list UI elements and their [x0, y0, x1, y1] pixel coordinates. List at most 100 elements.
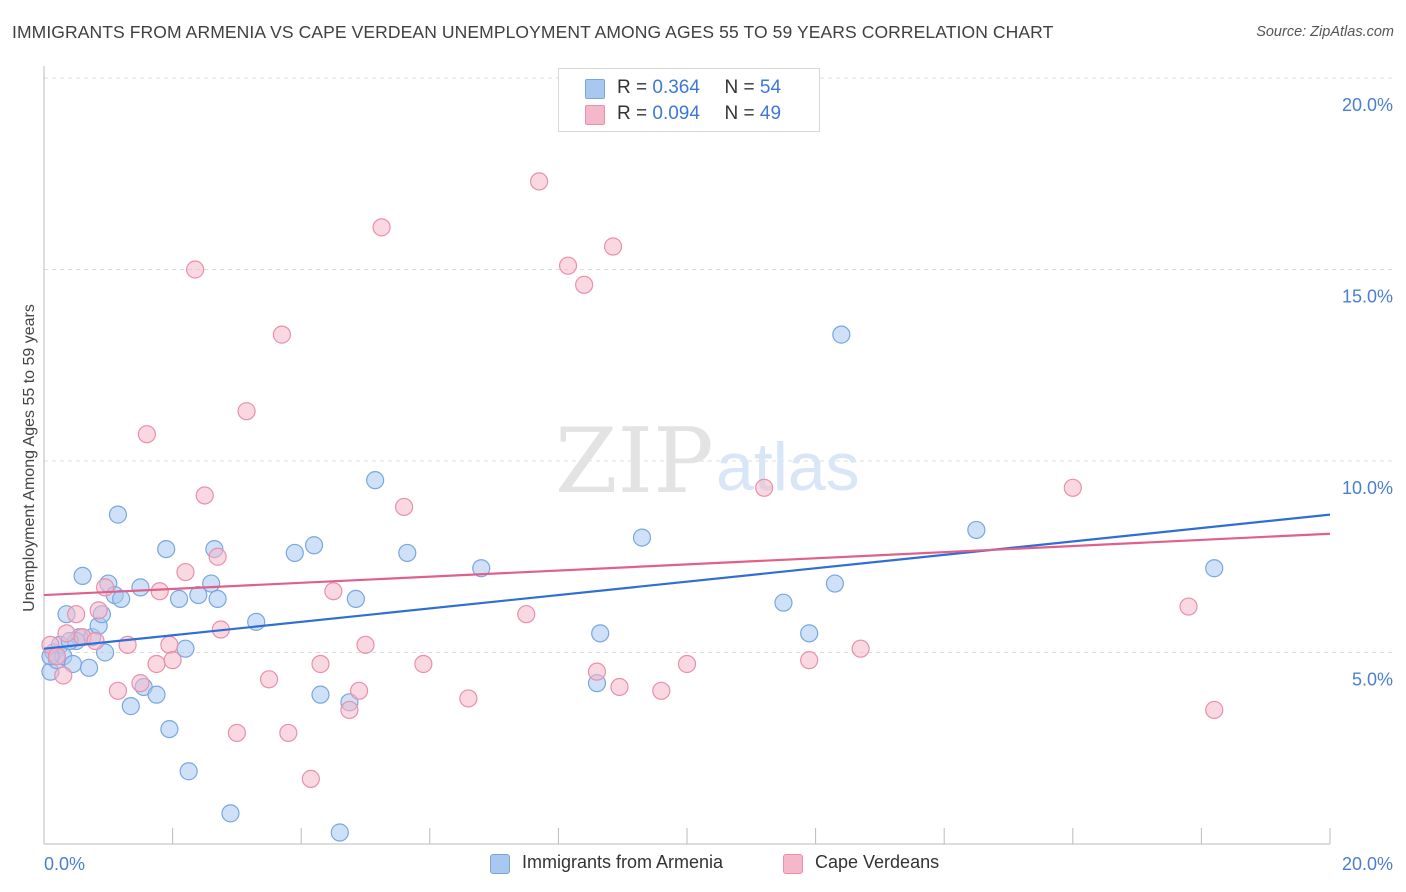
- cape-verdean-point: [259, 670, 279, 689]
- cape-verdean-point: [67, 605, 86, 624]
- cape-verdean-point: [340, 700, 359, 720]
- armenia-point: [398, 543, 417, 563]
- cape-verdean-point: [1179, 597, 1198, 616]
- armenia-point: [346, 589, 365, 608]
- cape-verdean-point: [279, 723, 298, 743]
- cape-verdean-point: [603, 237, 623, 256]
- cape-verdean-point: [311, 654, 330, 674]
- armenia-point: [1205, 559, 1224, 578]
- armenia-point: [108, 505, 128, 524]
- armenia-point: [967, 520, 986, 540]
- watermark-zip: ZIP: [555, 409, 714, 514]
- cape-verdean-point: [1063, 478, 1082, 497]
- cape-verdean-trend-line: [43, 532, 1331, 597]
- armenia-legend-swatch: [490, 854, 510, 874]
- cape-verdean-point: [459, 689, 478, 708]
- cape-verdean-point: [86, 631, 105, 651]
- cape-verdean-point: [755, 478, 774, 497]
- source-label: Source: ZipAtlas.com: [1256, 24, 1394, 40]
- armenia-trend-line: [43, 513, 1331, 650]
- armenia-point: [304, 536, 324, 555]
- stats-legend: R = 0.364 N = 54 R = 0.094 N = 49: [558, 68, 820, 132]
- armenia-point: [330, 823, 349, 842]
- armenia-point: [160, 719, 179, 739]
- cape-verdean-point: [414, 654, 433, 674]
- cape-verdean-point: [160, 635, 179, 654]
- armenia-point: [121, 697, 140, 716]
- chart-title: IMMIGRANTS FROM ARMENIA VS CAPE VERDEAN …: [12, 22, 1054, 42]
- armenia-point: [202, 574, 221, 593]
- cape-verdean-point: [131, 674, 150, 693]
- cape-verdean-point: [237, 402, 256, 421]
- cape-verdean-point: [372, 218, 391, 237]
- y-tick-label: 10.0%: [1342, 478, 1393, 498]
- armenia-point: [800, 624, 819, 643]
- cape-verdean-point: [272, 325, 292, 344]
- armenia-point: [169, 589, 189, 608]
- armenia-point: [73, 566, 92, 586]
- watermark-atlas: atlas: [716, 429, 860, 505]
- cape-verdeans-legend-swatch: [783, 854, 803, 874]
- cape-verdean-point: [137, 425, 156, 444]
- y-tick-label: 5.0%: [1352, 670, 1393, 690]
- r-label: R =: [617, 77, 648, 98]
- stats-legend-row-armenia: R = 0.364 N = 54: [559, 77, 819, 101]
- armenia-point: [189, 585, 208, 605]
- cape-verdean-point: [610, 677, 629, 697]
- cape-verdean-point: [301, 769, 320, 788]
- armenia-point: [147, 685, 166, 704]
- cape-verdeans-legend-label: Cape Verdeans: [815, 852, 940, 872]
- armenia-point: [157, 539, 176, 559]
- n-value: 49: [759, 103, 782, 124]
- cape-verdean-point: [394, 497, 414, 517]
- cape-verdean-point: [1205, 700, 1224, 720]
- r-value: 0.364: [652, 77, 700, 98]
- armenia-point: [221, 804, 240, 823]
- cape-verdean-point: [575, 275, 594, 294]
- cape-verdean-point: [349, 681, 369, 700]
- armenia-point: [311, 685, 330, 704]
- cape-verdean-point: [176, 562, 195, 582]
- cape-verdean-point: [587, 662, 607, 681]
- armenia-point: [774, 593, 793, 612]
- cape-verdean-point: [89, 601, 108, 620]
- cape-verdean-point: [57, 624, 76, 643]
- cape-verdean-point: [652, 681, 671, 700]
- cape-verdean-point: [517, 605, 536, 624]
- armenia-point: [472, 559, 491, 578]
- armenia-point: [366, 471, 385, 490]
- armenia-point: [825, 574, 844, 593]
- armenia-point: [591, 624, 610, 643]
- cape-verdean-point: [47, 647, 66, 666]
- cape-verdean-point: [324, 582, 343, 601]
- n-label: N =: [724, 77, 755, 98]
- cape-verdean-point: [195, 486, 214, 505]
- armenia-point: [285, 543, 304, 563]
- y-tick-label: 20.0%: [1342, 95, 1393, 115]
- x-tick-label: 20.0%: [1342, 854, 1393, 874]
- armenia-point: [179, 762, 198, 781]
- cape-verdean-point: [208, 547, 227, 566]
- cape-verdean-point: [186, 260, 205, 279]
- cape-verdean-point: [150, 582, 169, 601]
- cape-verdeans-swatch: [585, 105, 605, 125]
- armenia-legend-label: Immigrants from Armenia: [522, 852, 724, 872]
- armenia-point: [632, 528, 652, 547]
- stats-legend-row-cape-verdeans: R = 0.094 N = 49: [559, 103, 819, 127]
- armenia-point: [131, 578, 150, 597]
- cape-verdean-point: [851, 639, 870, 658]
- armenia-point: [208, 589, 227, 608]
- armenia-point: [112, 589, 131, 608]
- cape-verdean-point: [356, 635, 375, 654]
- armenia-point: [79, 658, 99, 677]
- cape-verdean-point: [147, 654, 166, 674]
- n-value: 54: [759, 77, 782, 98]
- n-label: N =: [724, 103, 755, 124]
- cape-verdean-point: [558, 256, 578, 275]
- x-tick-label: 0.0%: [44, 854, 85, 874]
- armenia-swatch: [585, 79, 605, 99]
- y-tick-label: 15.0%: [1342, 287, 1393, 307]
- cape-verdean-point: [54, 666, 73, 685]
- cape-verdean-point: [163, 651, 182, 670]
